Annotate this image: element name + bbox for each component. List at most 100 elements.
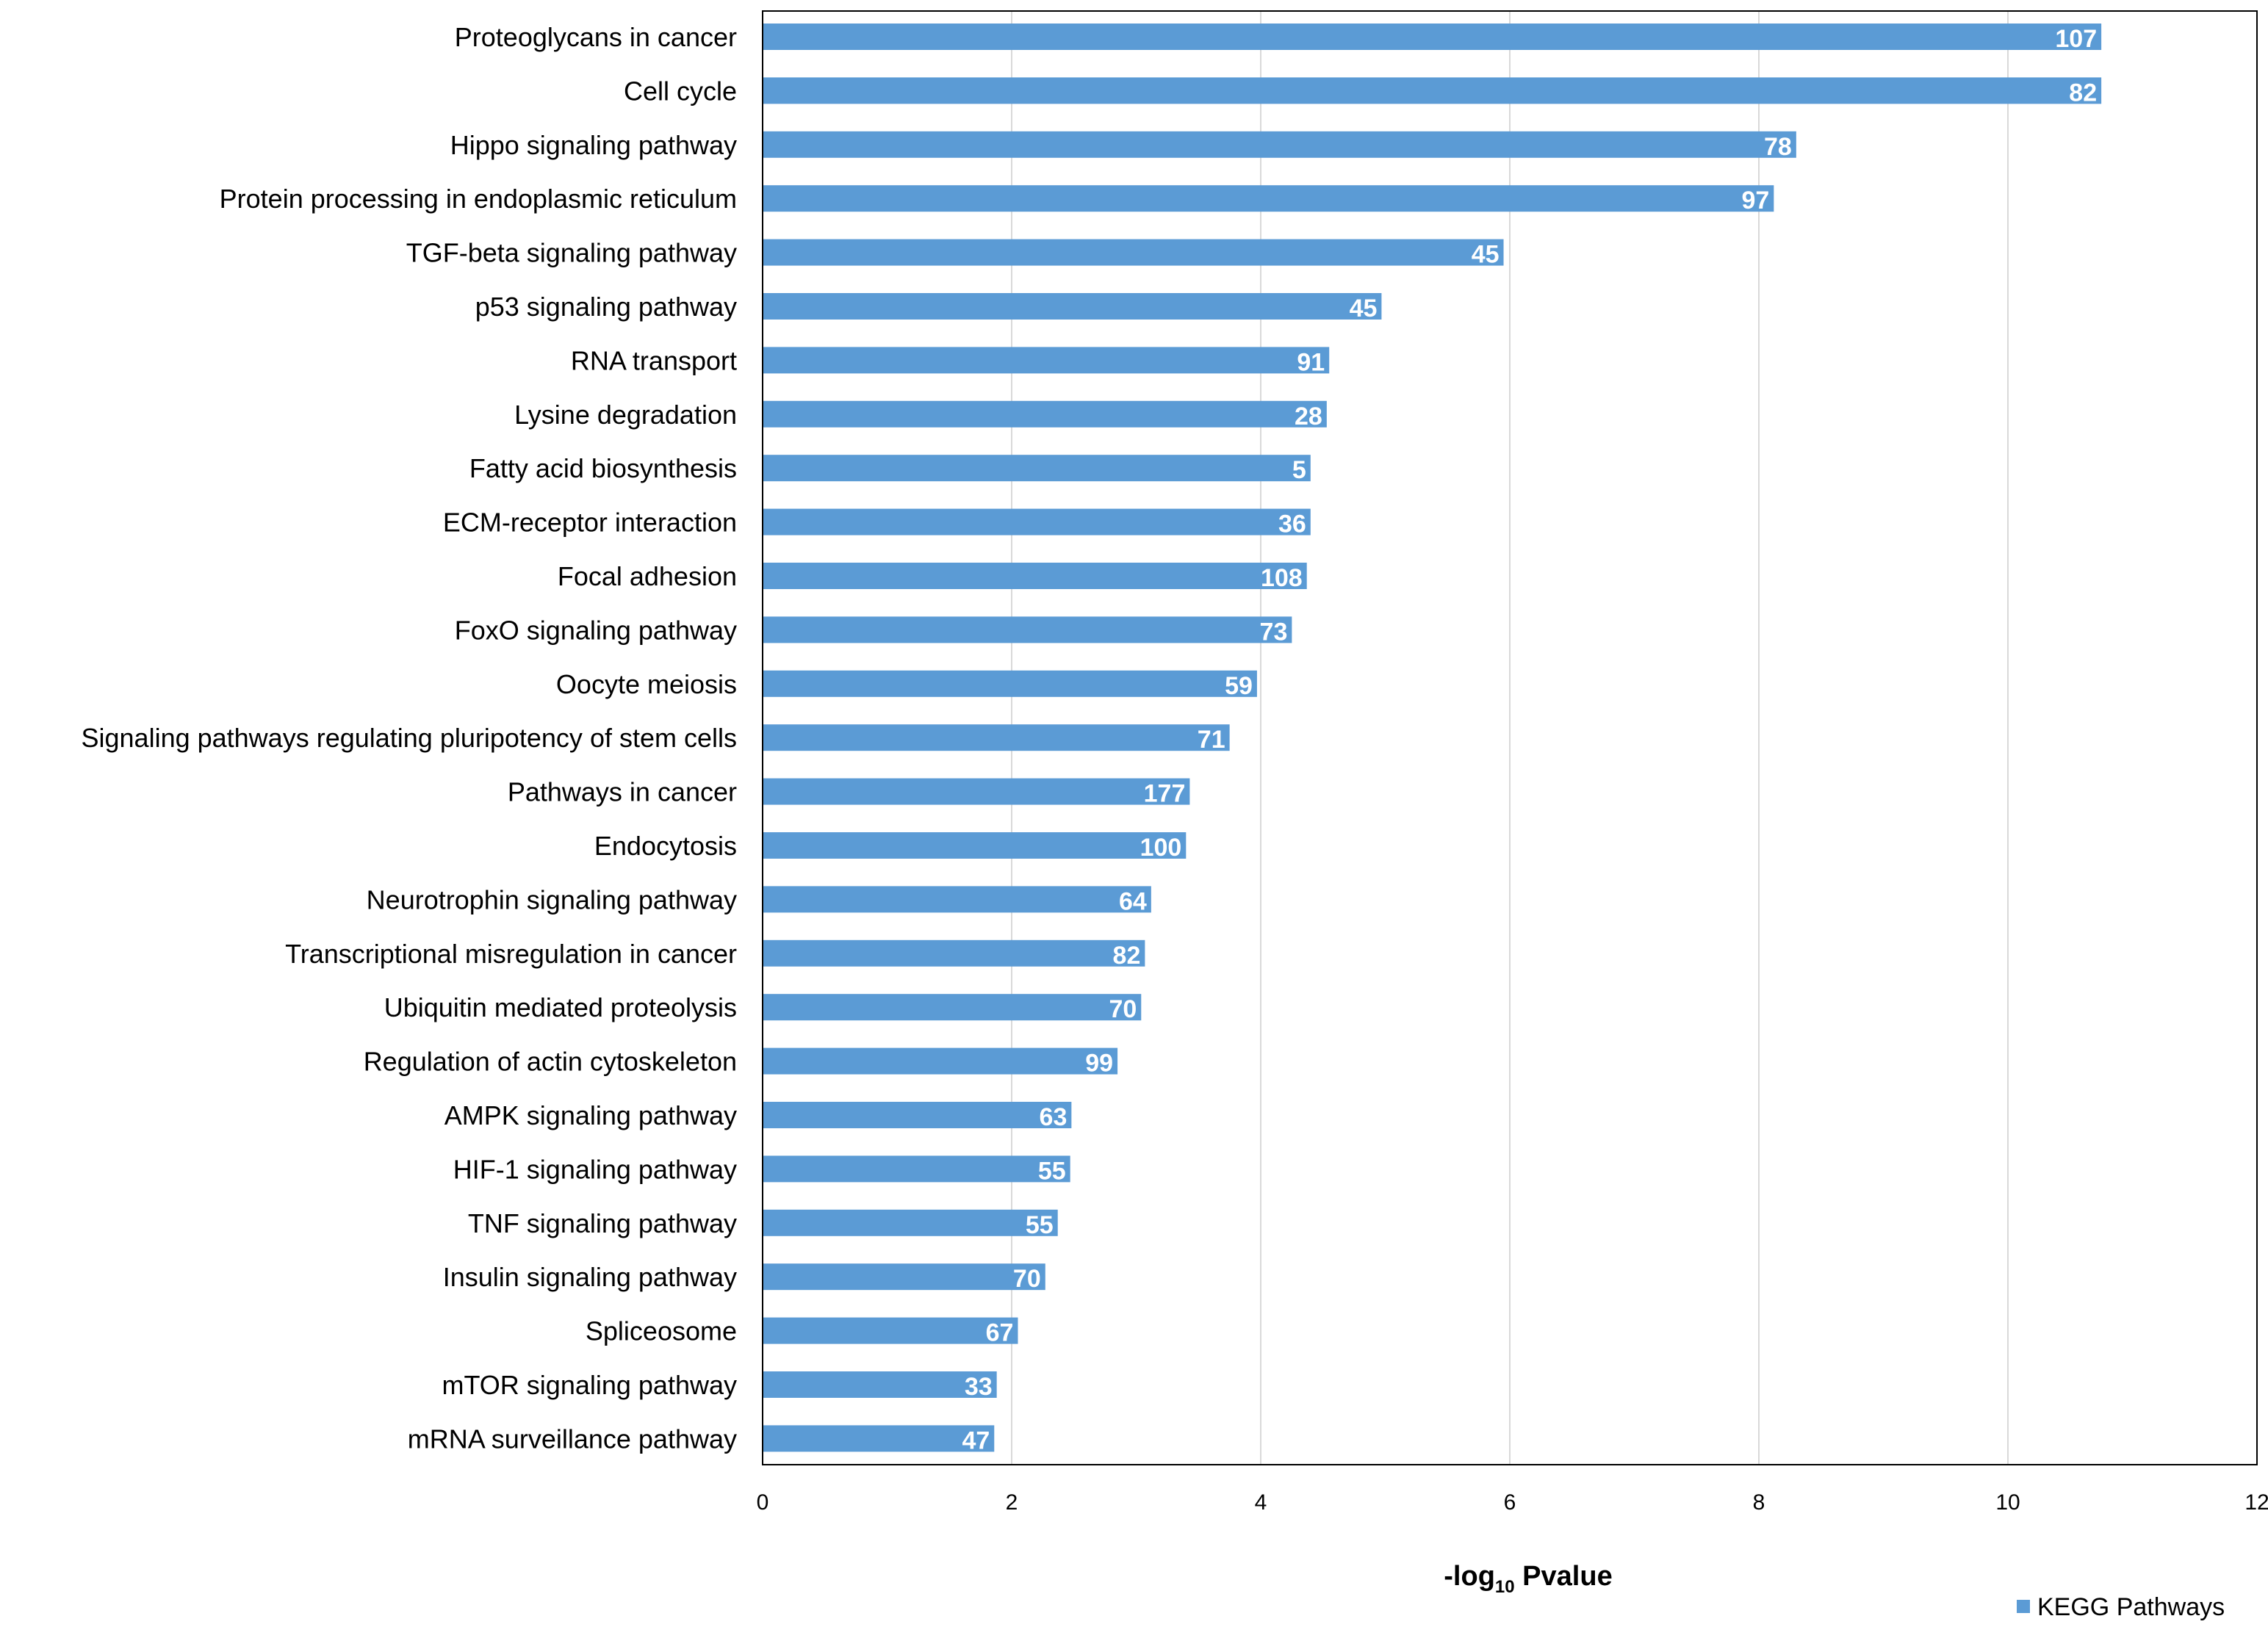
category-label-14: Signaling pathways regulating pluripoten…	[82, 723, 738, 753]
data-label-23: 55	[1026, 1211, 1054, 1239]
x-tick-8: 8	[1753, 1490, 1765, 1515]
bar-15	[763, 778, 1190, 805]
bar-5	[763, 239, 1504, 266]
x-axis-title-subscript: 10	[1495, 1577, 1515, 1597]
bar-19	[763, 994, 1142, 1021]
bar-14	[763, 724, 1230, 751]
bar-23	[763, 1209, 1058, 1236]
category-labels: Proteoglycans in cancer Cell cycle Hippo s…	[82, 22, 738, 1454]
category-label-10: ECM-receptor interaction	[443, 508, 737, 538]
data-label-7: 91	[1297, 348, 1325, 376]
x-tick-12: 12	[2244, 1490, 2268, 1515]
data-label-4: 97	[1742, 187, 1770, 214]
bar-10	[763, 508, 1311, 535]
legend-swatch	[2017, 1600, 2030, 1613]
plot-area-border	[762, 10, 2258, 1465]
data-label-10: 36	[1278, 511, 1306, 538]
category-label-23: TNF signaling pathway	[468, 1208, 737, 1238]
category-label-24: Insulin signaling pathway	[443, 1262, 737, 1292]
bar-22	[763, 1155, 1070, 1183]
category-label-22: HIF-1 signaling pathway	[453, 1154, 737, 1184]
x-tick-2: 2	[1006, 1490, 1018, 1515]
data-label-27: 47	[962, 1426, 990, 1454]
category-label-18: Transcriptional misregulation in cancer	[285, 939, 737, 969]
x-tick-4: 4	[1255, 1490, 1267, 1515]
category-label-19: Ubiquitin mediated proteolysis	[384, 992, 737, 1022]
category-label-20: Regulation of actin cytoskeleton	[364, 1047, 737, 1077]
bar-3	[763, 131, 1796, 158]
category-label-13: Oocyte meiosis	[556, 669, 737, 699]
bar-12	[763, 616, 1292, 643]
category-label-21: AMPK signaling pathway	[444, 1100, 737, 1130]
bar-8	[763, 400, 1327, 428]
category-label-26: mTOR signaling pathway	[442, 1370, 737, 1400]
data-label-12: 73	[1260, 618, 1288, 646]
category-label-4: Protein processing in endoplasmic reticu…	[220, 184, 737, 214]
category-label-7: RNA transport	[571, 345, 737, 375]
data-label-16: 100	[1140, 834, 1182, 862]
bar-20	[763, 1047, 1118, 1075]
x-tick-10: 10	[1995, 1490, 2020, 1515]
x-axis-title-suffix: Pvalue	[1515, 1561, 1613, 1592]
x-tick-0: 0	[757, 1490, 769, 1515]
bar-21	[763, 1102, 1072, 1128]
category-label-2: Cell cycle	[624, 76, 737, 106]
legend: KEGG Pathways	[2017, 1593, 2225, 1621]
data-label-9: 5	[1292, 456, 1306, 484]
data-label-14: 71	[1198, 726, 1225, 754]
category-label-17: Neurotrophin signaling pathway	[367, 884, 737, 914]
data-label-1: 107	[2055, 25, 2097, 53]
data-label-13: 59	[1225, 672, 1253, 700]
legend-label: KEGG Pathways	[2037, 1593, 2225, 1621]
category-label-3: Hippo signaling pathway	[450, 130, 737, 160]
bar-25	[763, 1317, 1018, 1344]
bar-7	[763, 347, 1330, 374]
bar-1	[763, 24, 2102, 50]
data-label-11: 108	[1261, 564, 1303, 592]
bars	[763, 24, 2102, 1452]
bar-4	[763, 185, 1774, 212]
category-label-12: FoxO signaling pathway	[455, 615, 737, 645]
category-label-27: mRNA surveillance pathway	[408, 1424, 737, 1454]
bar-16	[763, 832, 1187, 859]
category-label-1: Proteoglycans in cancer	[455, 22, 737, 52]
bar-24	[763, 1263, 1045, 1291]
x-tick-labels: 0 2 4 6 8 10 12	[757, 1490, 2268, 1515]
x-axis-title-prefix: -log	[1444, 1561, 1495, 1592]
bar-17	[763, 886, 1151, 913]
data-label-24: 70	[1013, 1265, 1041, 1293]
data-label-18: 82	[1113, 942, 1141, 970]
x-axis-title: -log10 Pvalue	[1444, 1561, 1612, 1597]
data-label-15: 177	[1144, 780, 1186, 808]
bar-9	[763, 455, 1311, 482]
bar-13	[763, 670, 1257, 697]
data-label-3: 78	[1764, 133, 1792, 161]
data-label-8: 28	[1295, 403, 1322, 430]
x-tick-6: 6	[1504, 1490, 1516, 1515]
category-label-15: Pathways in cancer	[508, 777, 737, 807]
category-label-8: Lysine degradation	[514, 400, 737, 430]
bar-11	[763, 563, 1307, 589]
data-label-6: 45	[1350, 295, 1378, 322]
category-label-5: TGF-beta signaling pathway	[406, 238, 737, 268]
data-label-5: 45	[1472, 241, 1500, 269]
bar-27	[763, 1425, 995, 1452]
bar-18	[763, 939, 1145, 967]
category-label-16: Endocytosis	[594, 831, 737, 861]
data-label-26: 33	[965, 1373, 993, 1401]
bar-6	[763, 293, 1382, 320]
data-label-20: 99	[1085, 1050, 1113, 1078]
bar-26	[763, 1371, 997, 1398]
category-label-9: Fatty acid biosynthesis	[469, 453, 737, 483]
data-label-25: 67	[986, 1319, 1014, 1347]
data-label-21: 63	[1040, 1103, 1068, 1131]
data-label-2: 82	[2069, 79, 2097, 107]
data-label-19: 70	[1109, 995, 1137, 1023]
category-label-11: Focal adhesion	[558, 561, 737, 591]
data-label-17: 64	[1119, 887, 1147, 915]
category-label-6: p53 signaling pathway	[475, 292, 737, 322]
data-label-22: 55	[1038, 1157, 1066, 1185]
category-label-25: Spliceosome	[586, 1316, 737, 1346]
